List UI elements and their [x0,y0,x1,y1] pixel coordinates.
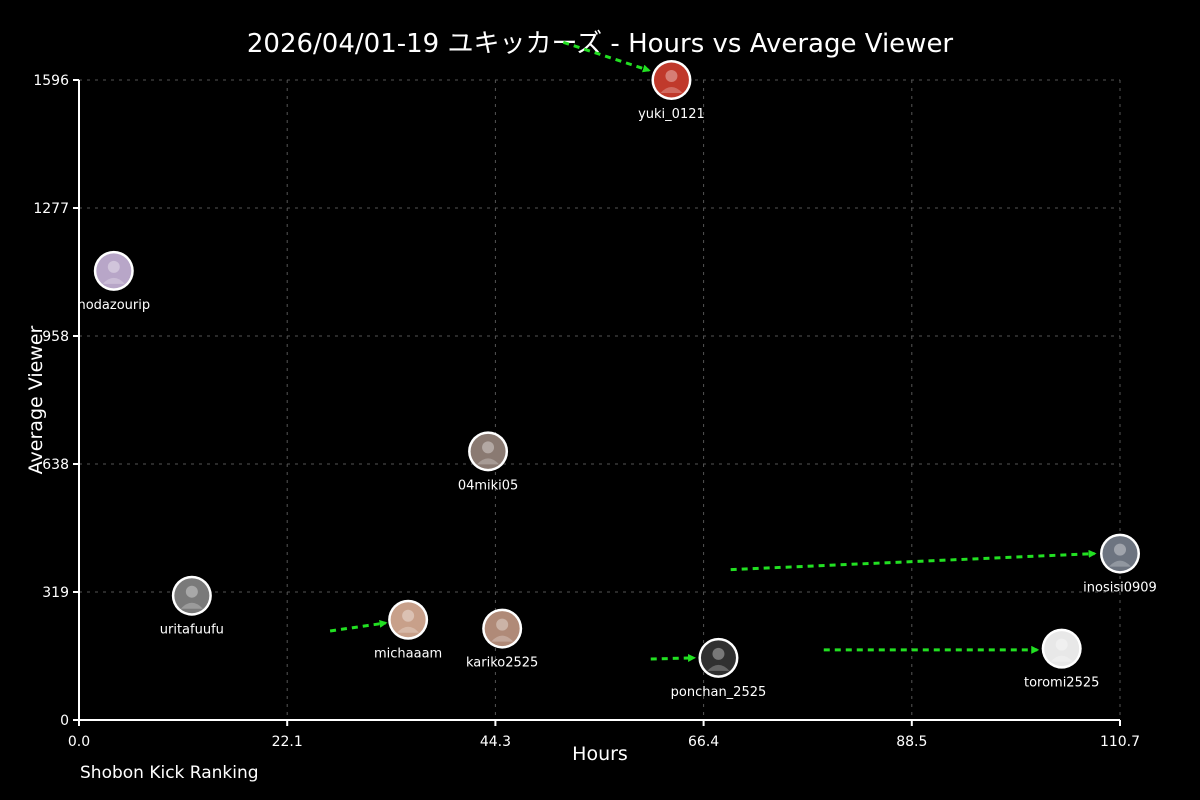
avatar-face-icon [482,441,495,454]
avatar-marker [174,578,210,614]
data-points: yuki_0121 nodazourip 04miki05 inosisi0909 ur… [77,60,1157,700]
avatar-body-icon [397,626,420,633]
y-tick-label: 319 [42,585,69,601]
avatar-marker [96,253,132,289]
avatar-face-icon [185,585,198,598]
avatar-face-icon [665,70,678,82]
point-label: yuki_0121 [638,107,705,122]
data-point-yuki_0121: yuki_0121 [638,60,705,122]
data-point-toromi2525: toromi2525 [1024,628,1099,691]
data-point-04miki05: 04miki05 [458,431,519,493]
y-tick-label: 0 [60,713,69,729]
avatar-marker [700,640,736,676]
x-tick-label: 0.0 [68,734,90,750]
movement-arrow-inosisi0909 [730,549,1097,572]
tick-labels: 0.0 22.1 44.3 66.4 88.5 110.7 0 319 638 958 1277 15… [33,73,1140,750]
avatar-face-icon [107,260,120,273]
x-tick-label: 66.4 [688,734,719,750]
avatar-marker [1102,536,1138,572]
y-tick-label: 1596 [33,73,69,89]
avatar-body-icon [660,87,683,93]
data-point-nodazourip: nodazourip [77,250,150,313]
avatar-marker [1044,631,1080,667]
grid-lines [79,79,1121,720]
point-label: michaaam [374,647,442,662]
movement-arrow-ponchan_2525 [650,654,697,663]
data-point-inosisi0909: inosisi0909 [1083,533,1157,596]
data-point-michaaam: michaaam [374,599,442,662]
avatar-body-icon [102,277,125,284]
point-label: nodazourip [77,298,150,313]
movement-arrow-yuki_0121 [562,40,651,73]
point-label: 04miki05 [458,478,519,493]
avatar-body-icon [180,602,203,609]
x-tick-label: 44.3 [480,734,511,750]
data-point-uritafuufu: uritafuufu [160,575,224,638]
data-point-kariko2525: kariko2525 [466,608,538,671]
avatar-marker [484,611,520,647]
data-point-ponchan_2525: ponchan_2525 [671,637,767,700]
avatar-face-icon [496,618,509,631]
x-tick-label: 22.1 [272,734,303,750]
avatar-marker [470,433,506,469]
x-tick-label: 88.5 [896,734,927,750]
avatar-body-icon [477,458,500,465]
point-label: ponchan_2525 [671,685,767,700]
point-label: uritafuufu [160,623,224,638]
avatar-body-icon [707,664,730,671]
movement-arrow-michaaam [329,619,388,633]
avatar-body-icon [1050,655,1073,662]
y-tick-label: 638 [42,457,69,473]
avatar-face-icon [1114,543,1126,556]
avatar-body-icon [1109,560,1131,567]
avatar-marker [390,602,426,638]
avatar-face-icon [712,647,725,660]
avatar-face-icon [1055,638,1068,651]
x-tick-label: 110.7 [1100,734,1140,750]
point-label: inosisi0909 [1083,581,1157,596]
point-label: toromi2525 [1024,676,1099,691]
y-axis-label: Average Viewer [25,325,47,474]
y-tick-label: 1277 [33,201,69,217]
avatar-marker [653,62,689,98]
movement-arrows [329,40,1097,663]
avatar-body-icon [491,635,514,642]
x-axis-label: Hours [572,743,628,765]
avatar-face-icon [402,609,415,622]
y-tick-label: 958 [42,329,69,345]
axes [73,79,1121,726]
footer-credit: Shobon Kick Ranking [80,763,259,783]
point-label: kariko2525 [466,656,538,671]
